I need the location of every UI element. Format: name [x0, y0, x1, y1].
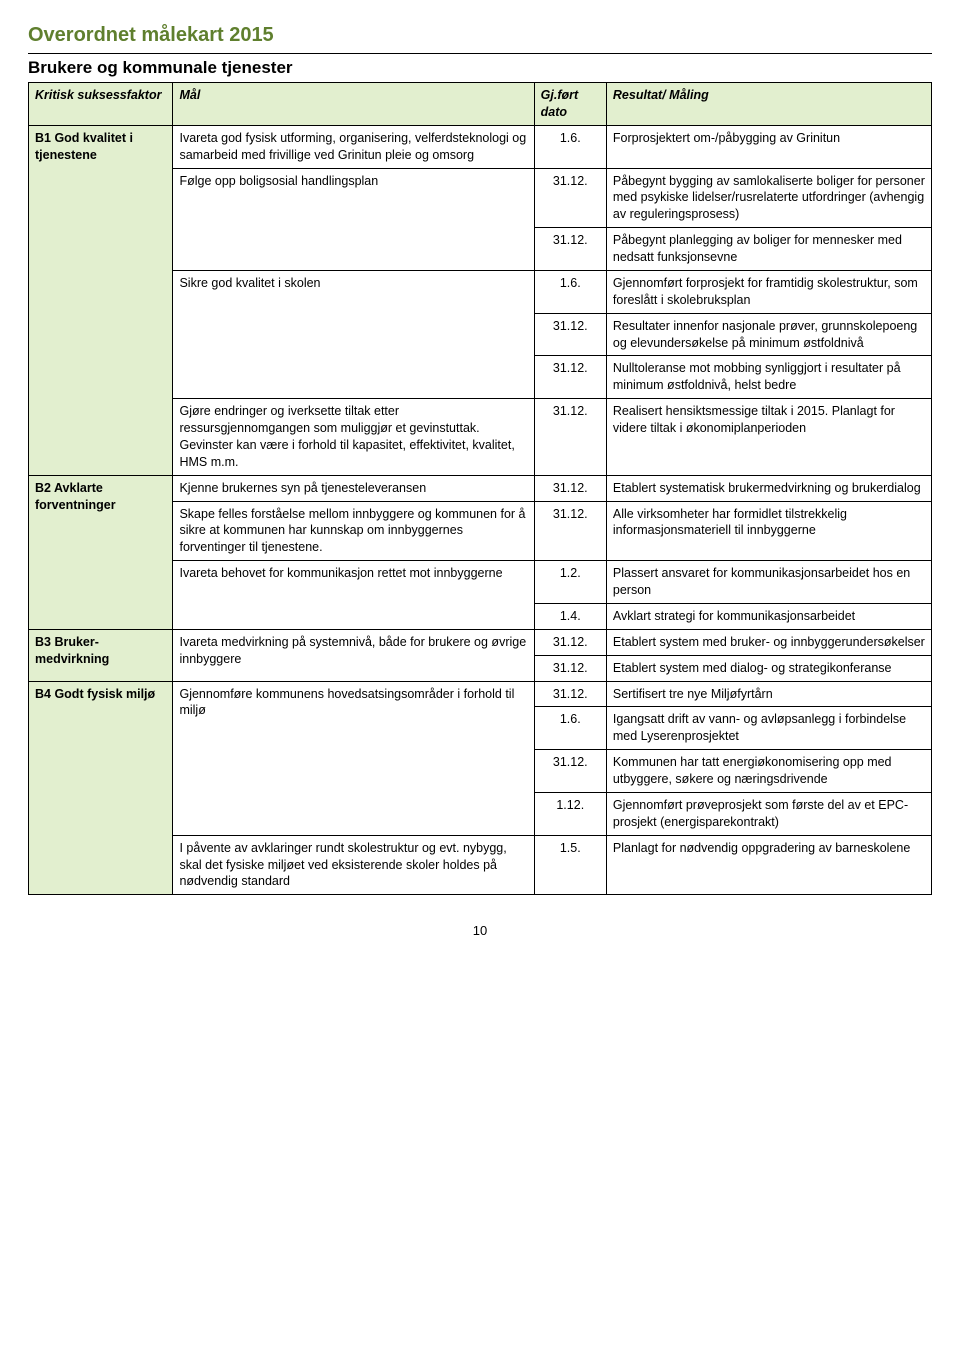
dato-cell: 31.12. — [534, 655, 606, 681]
ksf-cell: B3 Bruker-medvirkning — [29, 629, 173, 681]
dato-cell: 31.12. — [534, 475, 606, 501]
dato-cell: 31.12. — [534, 750, 606, 793]
resultat-cell: Påbegynt planlegging av boliger for menn… — [606, 228, 931, 271]
resultat-cell: Igangsatt drift av vann- og avløpsanlegg… — [606, 707, 931, 750]
ksf-cell: B4 Godt fysisk miljø — [29, 681, 173, 895]
resultat-cell: Realisert hensiktsmessige tiltak i 2015.… — [606, 399, 931, 476]
table-row: B4 Godt fysisk miljøGjennomføre kommunen… — [29, 681, 932, 707]
resultat-cell: Påbegynt bygging av samlokaliserte bolig… — [606, 168, 931, 228]
resultat-cell: Avklart strategi for kommunikasjonsarbei… — [606, 603, 931, 629]
dato-cell: 31.12. — [534, 228, 606, 271]
col-header-dato: Gj.ført dato — [534, 83, 606, 126]
mal-cell: Ivareta god fysisk utforming, organiseri… — [173, 125, 534, 168]
dato-cell: 31.12. — [534, 681, 606, 707]
dato-cell: 1.6. — [534, 270, 606, 313]
mal-cell: Skape felles forståelse mellom innbygger… — [173, 501, 534, 561]
dato-cell: 1.4. — [534, 603, 606, 629]
resultat-cell: Sertifisert tre nye Miljøfyrtårn — [606, 681, 931, 707]
col-header-mal: Mål — [173, 83, 534, 126]
mal-cell: Kjenne brukernes syn på tjenesteleverans… — [173, 475, 534, 501]
mal-cell: Gjøre endringer og iverksette tiltak ett… — [173, 399, 534, 476]
dato-cell: 1.5. — [534, 835, 606, 895]
col-header-ksf: Kritisk suksessfaktor — [29, 83, 173, 126]
resultat-cell: Gjennomført forprosjekt for framtidig sk… — [606, 270, 931, 313]
resultat-cell: Resultater innenfor nasjonale prøver, gr… — [606, 313, 931, 356]
dato-cell: 1.6. — [534, 707, 606, 750]
resultat-cell: Etablert system med bruker- og innbygger… — [606, 629, 931, 655]
resultat-cell: Forprosjektert om-/påbygging av Grinitun — [606, 125, 931, 168]
resultat-cell: Etablert system med dialog- og strategik… — [606, 655, 931, 681]
page-number: 10 — [28, 923, 932, 938]
page-title: Overordnet målekart 2015 — [28, 24, 932, 47]
ksf-cell: B1 God kvalitet i tjenestene — [29, 125, 173, 475]
mal-cell: I påvente av avklaringer rundt skolestru… — [173, 835, 534, 895]
resultat-cell: Planlagt for nødvendig oppgradering av b… — [606, 835, 931, 895]
resultat-cell: Alle virksomheter har formidlet tilstrek… — [606, 501, 931, 561]
dato-cell: 31.12. — [534, 629, 606, 655]
resultat-cell: Plassert ansvaret for kommunikasjonsarbe… — [606, 561, 931, 604]
mal-cell: Ivareta behovet for kommunikasjon rettet… — [173, 561, 534, 630]
resultat-cell: Etablert systematisk brukermedvirkning o… — [606, 475, 931, 501]
dato-cell: 1.6. — [534, 125, 606, 168]
table-row: B1 God kvalitet i tjenesteneIvareta god … — [29, 125, 932, 168]
mal-cell: Sikre god kvalitet i skolen — [173, 270, 534, 398]
resultat-cell: Nulltoleranse mot mobbing synliggjort i … — [606, 356, 931, 399]
dato-cell: 31.12. — [534, 399, 606, 476]
table-row: B3 Bruker-medvirkningIvareta medvirkning… — [29, 629, 932, 655]
dato-cell: 1.12. — [534, 792, 606, 835]
resultat-cell: Gjennomført prøveprosjekt som første del… — [606, 792, 931, 835]
dato-cell: 31.12. — [534, 313, 606, 356]
col-header-res: Resultat/ Måling — [606, 83, 931, 126]
table-header-row: Kritisk suksessfaktor Mål Gj.ført dato R… — [29, 83, 932, 126]
dato-cell: 31.12. — [534, 168, 606, 228]
table-row: B2 Avklarte forventningerKjenne brukerne… — [29, 475, 932, 501]
ksf-cell: B2 Avklarte forventninger — [29, 475, 173, 629]
dato-cell: 1.2. — [534, 561, 606, 604]
dato-cell: 31.12. — [534, 501, 606, 561]
mal-cell: Ivareta medvirkning på systemnivå, både … — [173, 629, 534, 681]
resultat-cell: Kommunen har tatt energiøkonomisering op… — [606, 750, 931, 793]
section-title: Brukere og kommunale tjenester — [28, 53, 932, 78]
mal-cell: Følge opp boligsosial handlingsplan — [173, 168, 534, 270]
mal-cell: Gjennomføre kommunens hovedsatsingsområd… — [173, 681, 534, 835]
malekart-table: Kritisk suksessfaktor Mål Gj.ført dato R… — [28, 82, 932, 895]
dato-cell: 31.12. — [534, 356, 606, 399]
